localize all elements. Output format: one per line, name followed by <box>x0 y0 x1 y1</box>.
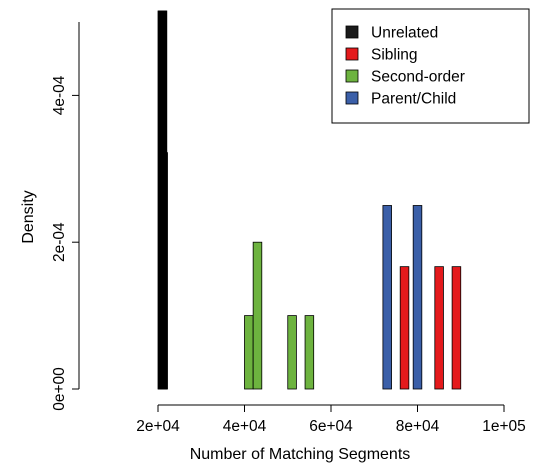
legend-swatch-sibling <box>345 47 359 61</box>
bar-unrelated-20 <box>166 152 168 390</box>
legend-label-sibling: Sibling <box>371 47 418 64</box>
x-tick-label-0: 2e+04 <box>136 418 180 435</box>
legend-label-second-order: Second-order <box>371 69 465 86</box>
bar-parent-child-1 <box>412 205 423 390</box>
bar-second-order-3 <box>304 315 315 390</box>
legend-label-unrelated: Unrelated <box>371 25 438 42</box>
legend-box <box>331 8 530 124</box>
legend-swatch-second-order <box>345 69 359 83</box>
legend-swatch-unrelated <box>345 25 359 39</box>
bar-parent-child-0 <box>382 205 392 390</box>
x-axis-title: Number of Matching Segments <box>190 446 411 463</box>
x-tick-label-1: 4e+04 <box>223 418 267 435</box>
y-tick-label-0: 0e+00 <box>51 367 68 411</box>
x-tick-label-4: 1e+05 <box>482 418 526 435</box>
histogram-bars <box>157 10 462 390</box>
legend: Unrelated Sibling Second-order Parent/Child <box>331 8 530 124</box>
bar-sibling-1 <box>434 266 444 390</box>
bar-second-order-0 <box>244 315 254 390</box>
y-axis-ticks: 0e+00 2e-04 4e-04 <box>51 75 79 411</box>
y-axis-title: Density <box>20 190 37 243</box>
y-axis: 0e+00 2e-04 4e-04 <box>51 22 80 411</box>
y-tick-label-1: 2e-04 <box>51 222 68 262</box>
bar-second-order-2 <box>287 315 297 390</box>
legend-items: Unrelated Sibling Second-order Parent/Child <box>345 25 465 108</box>
x-tick-label-3: 8e+04 <box>396 418 440 435</box>
legend-swatch-parent-child <box>345 91 359 105</box>
y-tick-label-2: 4e-04 <box>51 75 68 115</box>
x-tick-label-2: 6e+04 <box>309 418 353 435</box>
bar-sibling-2 <box>451 266 462 390</box>
bar-sibling-0 <box>399 266 410 390</box>
x-axis-ticks: 2e+04 4e+04 6e+04 8e+04 1e+05 <box>136 405 526 435</box>
legend-label-parent-child: Parent/Child <box>371 91 456 108</box>
bar-second-order-1 <box>252 241 263 390</box>
x-axis: 2e+04 4e+04 6e+04 8e+04 1e+05 <box>136 404 526 435</box>
